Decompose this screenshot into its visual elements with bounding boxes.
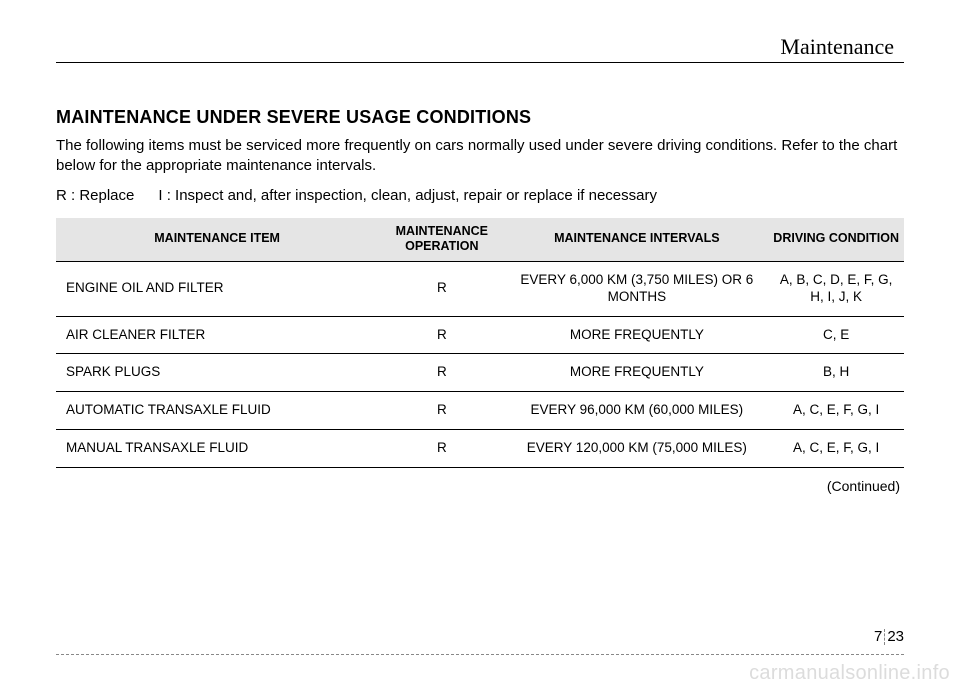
cell-cond: A, C, E, F, G, I xyxy=(768,392,904,430)
cell-op: R xyxy=(378,354,505,392)
section-title: Maintenance xyxy=(780,34,894,60)
pagenum-separator xyxy=(884,629,885,645)
footer-rule xyxy=(56,654,904,655)
chapter-number: 7 xyxy=(874,628,882,645)
col-header-item: MAINTENANCE ITEM xyxy=(56,218,378,262)
table-row: ENGINE OIL AND FILTER R EVERY 6,000 KM (… xyxy=(56,261,904,316)
col-header-operation: MAINTENANCE OPERATION xyxy=(378,218,505,262)
table-header-row: MAINTENANCE ITEM MAINTENANCE OPERATION M… xyxy=(56,218,904,262)
table-row: AIR CLEANER FILTER R MORE FREQUENTLY C, … xyxy=(56,316,904,354)
table-row: AUTOMATIC TRANSAXLE FLUID R EVERY 96,000… xyxy=(56,392,904,430)
cell-op: R xyxy=(378,392,505,430)
page-heading: MAINTENANCE UNDER SEVERE USAGE CONDITION… xyxy=(56,107,904,128)
cell-cond: C, E xyxy=(768,316,904,354)
cell-op: R xyxy=(378,430,505,468)
cell-cond: A, B, C, D, E, F, G, H, I, J, K xyxy=(768,261,904,316)
content: MAINTENANCE UNDER SEVERE USAGE CONDITION… xyxy=(56,107,904,494)
cell-item: ENGINE OIL AND FILTER xyxy=(56,261,378,316)
intro-paragraph: The following items must be serviced mor… xyxy=(56,136,904,177)
page-num: 23 xyxy=(887,628,904,645)
cell-item: AIR CLEANER FILTER xyxy=(56,316,378,354)
legend-replace: R : Replace xyxy=(56,187,134,204)
table-row: SPARK PLUGS R MORE FREQUENTLY B, H xyxy=(56,354,904,392)
header-rule xyxy=(56,62,904,63)
cell-interval: MORE FREQUENTLY xyxy=(505,354,768,392)
cell-cond: A, C, E, F, G, I xyxy=(768,430,904,468)
legend-inspect: I : Inspect and, after inspection, clean… xyxy=(158,187,657,204)
cell-interval: EVERY 96,000 KM (60,000 MILES) xyxy=(505,392,768,430)
cell-interval: EVERY 6,000 KM (3,750 MILES) OR 6 MONTHS xyxy=(505,261,768,316)
cell-op: R xyxy=(378,261,505,316)
page: Maintenance MAINTENANCE UNDER SEVERE USA… xyxy=(0,0,960,689)
continued-label: (Continued) xyxy=(56,478,904,494)
maintenance-table: MAINTENANCE ITEM MAINTENANCE OPERATION M… xyxy=(56,218,904,469)
cell-item: SPARK PLUGS xyxy=(56,354,378,392)
footer: 723 xyxy=(0,654,960,655)
col-header-intervals: MAINTENANCE INTERVALS xyxy=(505,218,768,262)
cell-item: AUTOMATIC TRANSAXLE FLUID xyxy=(56,392,378,430)
cell-interval: MORE FREQUENTLY xyxy=(505,316,768,354)
col-header-condition: DRIVING CONDITION xyxy=(768,218,904,262)
watermark: carmanualsonline.info xyxy=(749,662,950,685)
page-number: 7 23 xyxy=(874,628,904,645)
cell-item: MANUAL TRANSAXLE FLUID xyxy=(56,430,378,468)
legend: R : Replace I : Inspect and, after inspec… xyxy=(56,187,904,204)
cell-cond: B, H xyxy=(768,354,904,392)
table-row: MANUAL TRANSAXLE FLUID R EVERY 120,000 K… xyxy=(56,430,904,468)
cell-op: R xyxy=(378,316,505,354)
cell-interval: EVERY 120,000 KM (75,000 MILES) xyxy=(505,430,768,468)
